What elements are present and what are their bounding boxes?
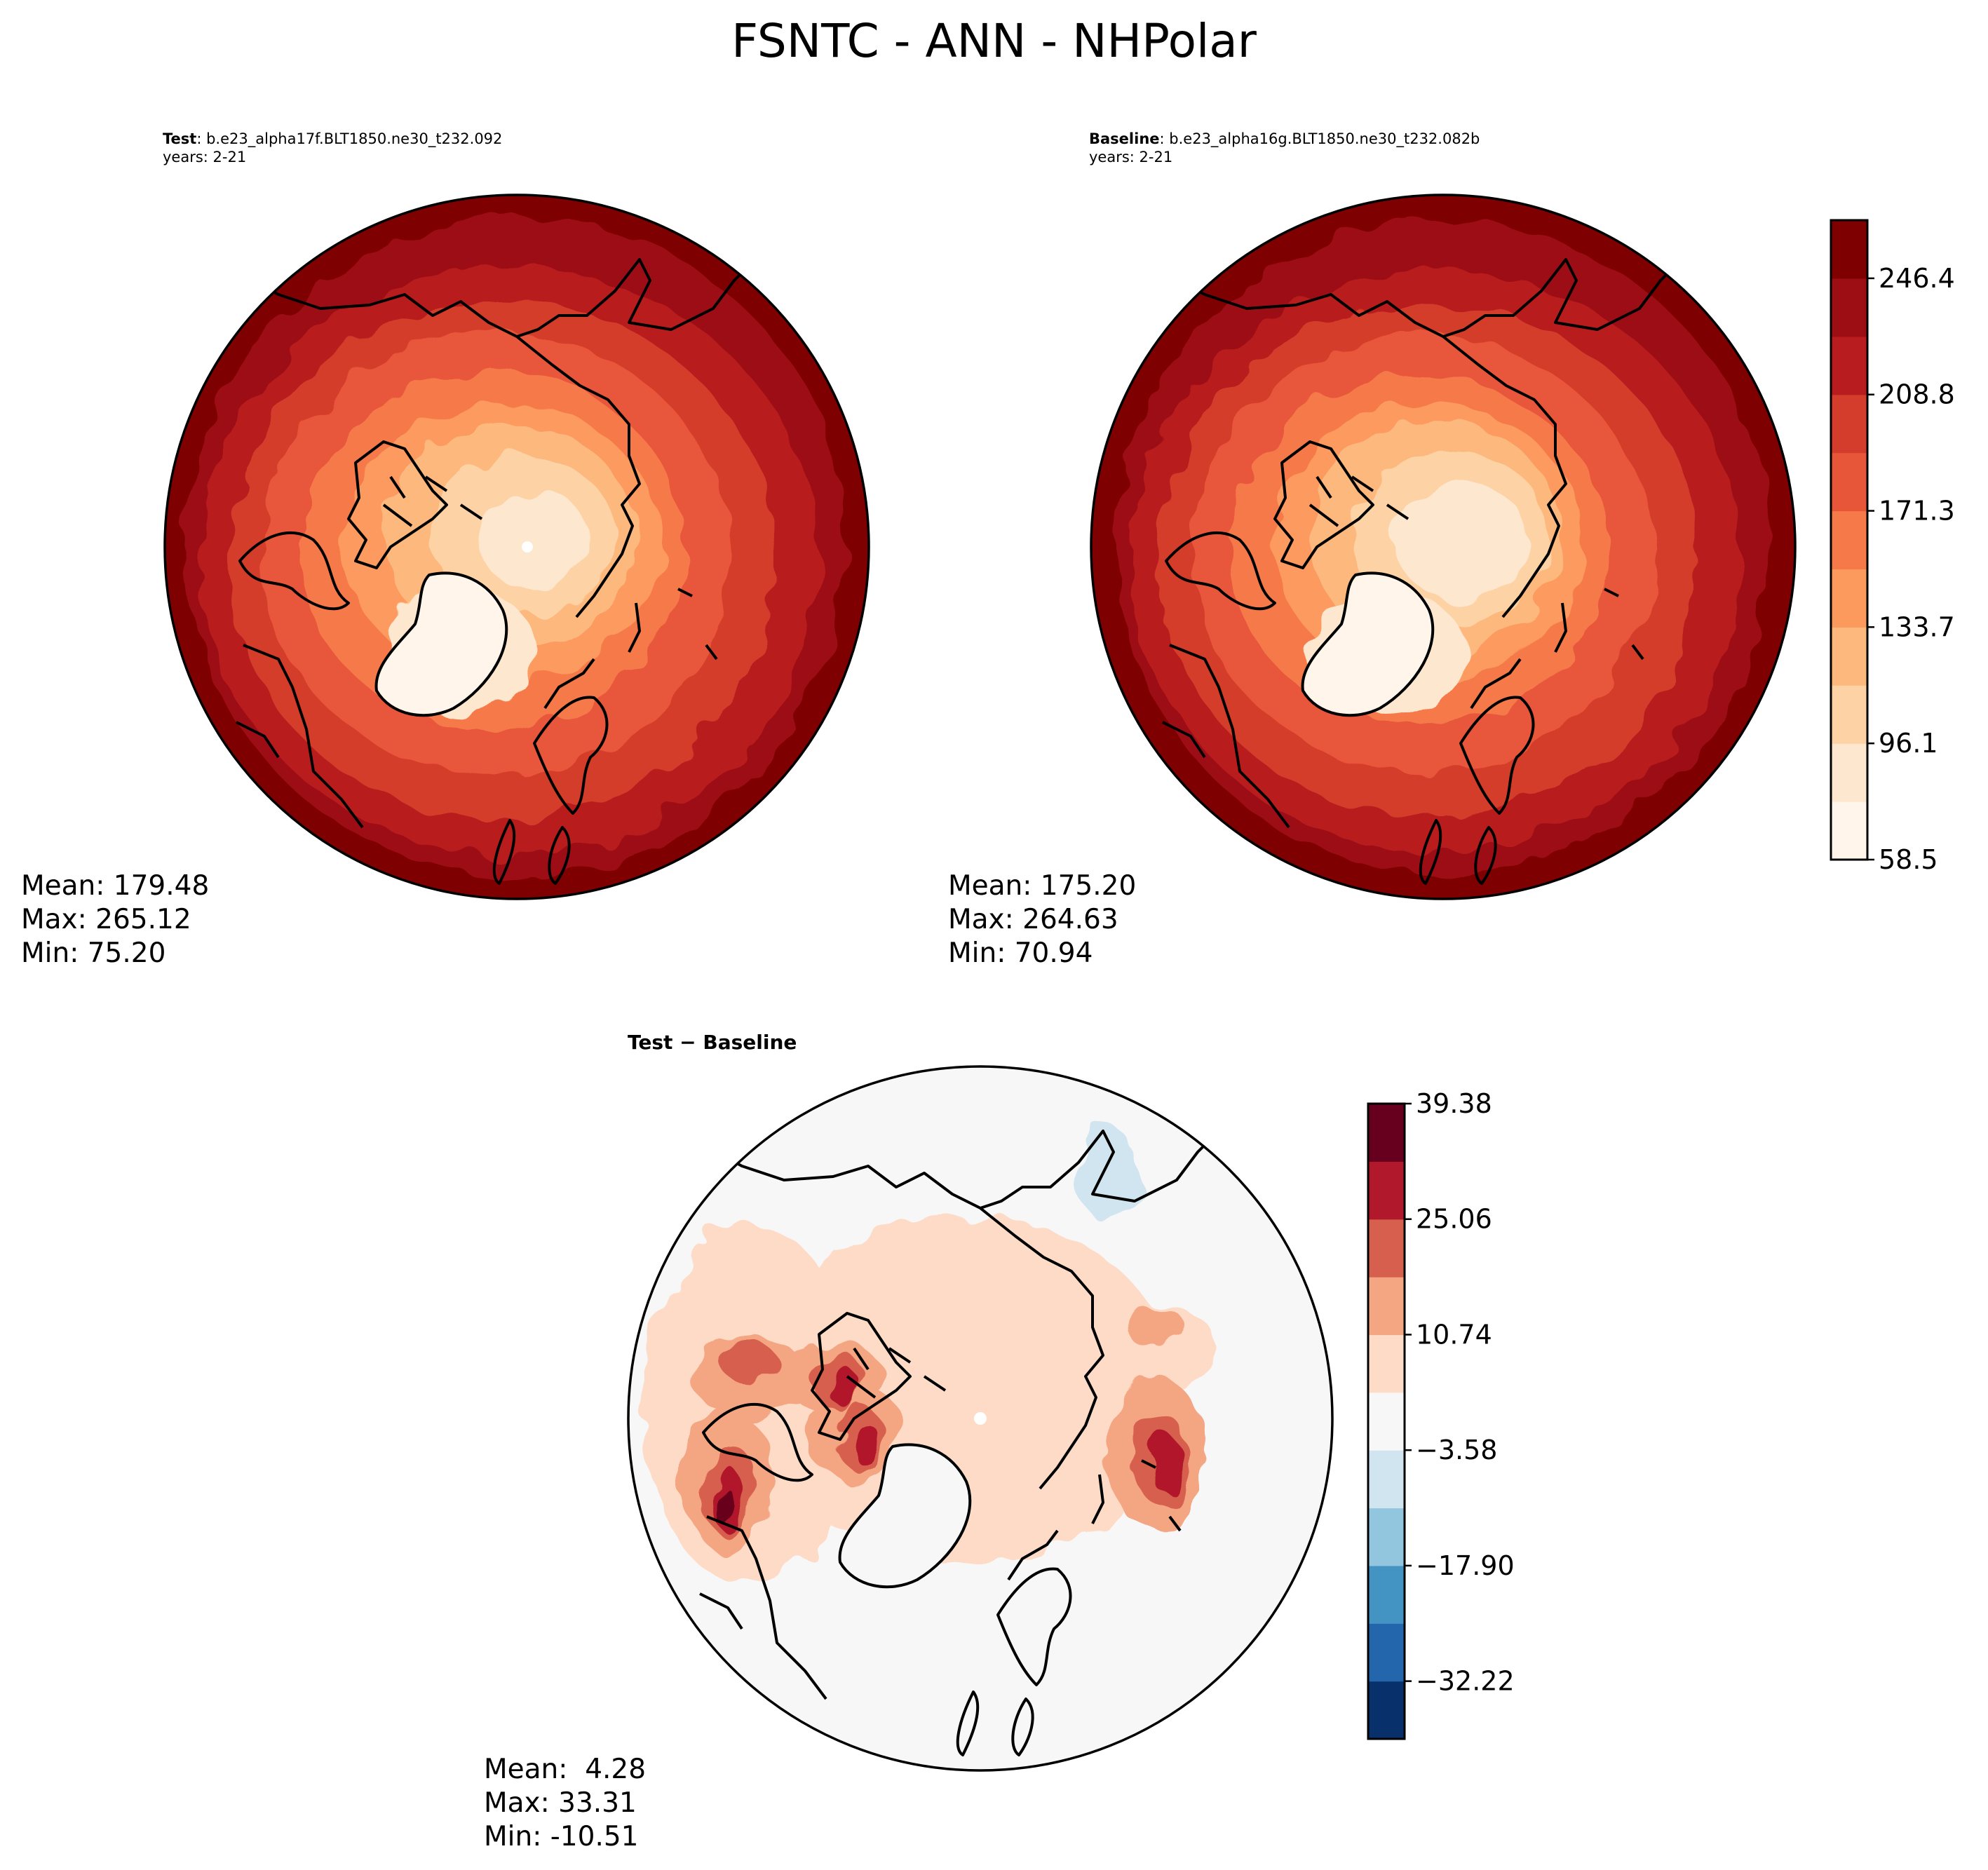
main-cb-swatch-0 [1831, 801, 1867, 860]
diff-cb-swatch-6 [1368, 1334, 1405, 1393]
test-years: years: 2-21 [163, 149, 247, 165]
main-colorbar: 58.5 96.1 133.7 171.3 208.8 246.4 [1830, 219, 1955, 875]
diff-min: Min: -10.51 [484, 1821, 639, 1852]
diff-cb-tick-label-5: −32.22 [1416, 1666, 1515, 1697]
test-panel-header: Test: b.e23_alpha17f.BLT1850.ne30_t232.0… [163, 130, 503, 165]
diff-cb-swatch-3 [1368, 1507, 1405, 1566]
main-cb-swatch-1 [1831, 743, 1867, 802]
baseline-coastlines [1162, 230, 1711, 885]
main-cb-swatch-6 [1831, 452, 1867, 512]
diff-cb-tick-label-0: 39.38 [1416, 1088, 1492, 1119]
diff-coastlines [699, 1102, 1248, 1756]
main-cb-swatch-9 [1831, 278, 1867, 337]
diff-contour-fill [644, 1124, 1219, 1587]
main-cb-swatch-8 [1831, 336, 1867, 395]
diff-cb-swatch-9 [1368, 1161, 1405, 1220]
main-cb-tick-label-0: 58.5 [1879, 844, 1938, 875]
diff-cb-swatch-7 [1368, 1277, 1405, 1336]
diff-cb-tick-label-4: −17.90 [1416, 1550, 1515, 1581]
diff-mean: Mean: 4.28 [484, 1754, 647, 1785]
test-case-name: b.e23_alpha17f.BLT1850.ne30_t232.092 [206, 130, 503, 147]
main-cb-tick-label-5: 246.4 [1879, 263, 1955, 294]
diff-cb-swatch-1 [1368, 1623, 1405, 1682]
diff-cb-swatch-2 [1368, 1565, 1405, 1624]
diff-panel-title: Test − Baseline [628, 1031, 797, 1054]
main-cb-tick-label-4: 208.8 [1879, 379, 1955, 410]
test-stats: Mean: 179.48 Max: 265.12 Min: 75.20 [21, 869, 209, 970]
diff-colorbar: 39.38 25.06 10.74 −3.58 −17.90 −32.22 [1367, 1088, 1515, 1740]
main-cb-swatch-4 [1831, 569, 1867, 628]
main-cb-swatch-5 [1831, 510, 1867, 570]
figure-title: FSNTC - ANN - NHPolar [731, 14, 1257, 68]
diff-cb-frame [1367, 1102, 1406, 1740]
test-contour-fill [165, 195, 869, 899]
main-cb-tick-label-2: 133.7 [1879, 611, 1955, 642]
main-cb-tick-label-1: 96.1 [1879, 728, 1938, 759]
diff-cb-swatch-0 [1368, 1681, 1405, 1740]
diff-cb-tick-label-1: 25.06 [1416, 1204, 1492, 1235]
diff-cb-swatch-5 [1368, 1392, 1405, 1451]
diff-stats: Mean: 4.28 Max: 33.31 Min: -10.51 [484, 1753, 646, 1854]
baseline-polar-map [1090, 194, 1797, 900]
main-cb-frame [1830, 219, 1869, 861]
baseline-mean: Mean: 175.20 [948, 870, 1137, 902]
main-cb-swatch-7 [1831, 394, 1867, 454]
test-coastlines [236, 230, 785, 885]
baseline-contour-fill [1091, 195, 1795, 899]
diff-cb-swatch-10 [1368, 1104, 1405, 1162]
baseline-stats: Mean: 175.20 Max: 264.63 Min: 70.94 [948, 869, 1136, 970]
baseline-max: Max: 264.63 [948, 904, 1118, 935]
baseline-panel-header: Baseline: b.e23_alpha16g.BLT1850.ne30_t2… [1089, 130, 1480, 165]
diff-cb-tick-label-3: −3.58 [1416, 1435, 1497, 1465]
test-max: Max: 265.12 [21, 904, 191, 935]
test-mean: Mean: 179.48 [21, 870, 210, 902]
main-cb-tick-label-3: 171.3 [1879, 496, 1955, 527]
baseline-case-name: b.e23_alpha16g.BLT1850.ne30_t232.082b [1169, 130, 1480, 147]
diff-cb-swatch-4 [1368, 1450, 1405, 1509]
main-cb-swatch-3 [1831, 627, 1867, 686]
baseline-min: Min: 70.94 [948, 937, 1093, 969]
main-cb-swatch-2 [1831, 685, 1867, 744]
diff-max: Max: 33.31 [484, 1787, 637, 1819]
baseline-years: years: 2-21 [1089, 149, 1173, 165]
diff-polar-map [627, 1065, 1334, 1772]
test-min: Min: 75.20 [21, 937, 166, 969]
diff-cb-swatch-8 [1368, 1219, 1405, 1278]
baseline-label: Baseline [1089, 130, 1160, 147]
test-polar-map [163, 194, 870, 900]
test-label: Test [163, 130, 197, 147]
main-cb-swatch-10 [1831, 220, 1867, 279]
diff-cb-tick-label-2: 10.74 [1416, 1319, 1492, 1350]
